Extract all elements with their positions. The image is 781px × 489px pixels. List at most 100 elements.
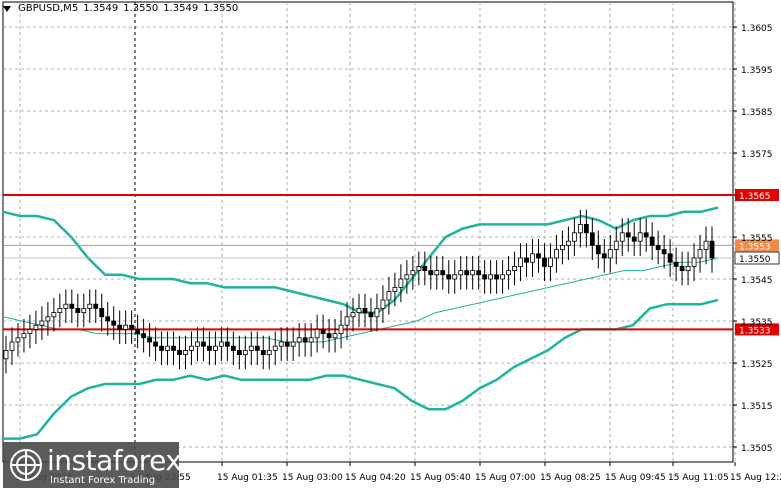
candle-body — [374, 307, 380, 318]
candle-body — [39, 320, 45, 326]
candle-body — [248, 345, 254, 351]
y-tick-label: 1.3605 — [741, 24, 773, 34]
candle-body — [45, 316, 51, 322]
candle-body — [637, 232, 643, 242]
candle-body — [57, 307, 63, 313]
candle-body — [260, 349, 266, 355]
candle-body — [368, 312, 374, 318]
x-tick-label: 15 Aug 07:00 — [475, 473, 536, 483]
candle-body — [631, 236, 637, 242]
candle-body — [87, 303, 93, 309]
plot-frame — [2, 1, 734, 463]
candle-body — [183, 349, 188, 355]
candle-body — [536, 253, 541, 259]
candle-body — [344, 316, 350, 326]
level-tag-support — [735, 323, 779, 336]
candle-body — [3, 349, 9, 360]
y-tick-label: 1.3525 — [741, 360, 773, 370]
candle-body — [159, 345, 164, 351]
candle-body — [625, 232, 631, 238]
x-tick-label: 15 Aug 01:35 — [217, 473, 278, 483]
candle-body — [356, 307, 362, 313]
x-tick-label: 15 Aug 08:25 — [540, 473, 601, 483]
dropdown-triangle-icon[interactable] — [3, 5, 11, 12]
candle-body — [524, 257, 529, 263]
candle-body — [278, 341, 284, 347]
candle-body — [33, 324, 39, 330]
candle-body — [518, 257, 523, 267]
level-label-bid: 1.3550 — [739, 255, 771, 265]
x-tick-label: 15 Aug 09:45 — [605, 473, 666, 483]
candle-body — [548, 257, 553, 267]
candle-body — [218, 341, 224, 347]
candle-body — [189, 345, 194, 351]
candle-body — [63, 303, 69, 309]
candle-body — [685, 265, 691, 271]
candle-body — [542, 257, 547, 267]
candle-body — [290, 341, 296, 347]
price-axis: 1.3565 1.3533 1.3553 1.3550 1.3605 1.3595 1.35… — [733, 24, 780, 454]
candle-body — [380, 299, 386, 309]
y-tick-label: 1.3545 — [741, 276, 773, 286]
candle-body — [171, 345, 176, 351]
candle-body — [500, 274, 505, 280]
candle-body — [577, 223, 583, 234]
candle-body — [123, 324, 129, 330]
candle-body — [476, 270, 482, 276]
level-label-current: 1.3553 — [739, 242, 771, 252]
candle-body — [566, 240, 571, 246]
x-tick-label: 15 Aug 11:05 — [668, 473, 729, 483]
candle-body — [165, 345, 170, 351]
candle-body — [446, 274, 452, 280]
candle-body — [595, 244, 601, 255]
level-tag-bid — [734, 251, 780, 265]
middle-band-line — [2, 257, 719, 343]
candle-body — [607, 249, 613, 259]
candle-body — [141, 333, 147, 339]
instaforex-logo: instaforex Instant Forex Trading — [3, 442, 182, 488]
candle-body — [350, 312, 356, 318]
candle-body — [314, 328, 320, 339]
candle-body — [386, 291, 392, 301]
candle-body — [69, 303, 75, 309]
candle-body — [458, 270, 464, 276]
candle-body — [201, 341, 206, 347]
candle-body — [589, 232, 595, 246]
y-tick-label: 1.3515 — [741, 402, 773, 412]
candle-body — [488, 274, 494, 280]
candle-body — [147, 337, 152, 343]
candle-body — [81, 307, 87, 313]
candle-body — [195, 341, 200, 347]
candle-body — [242, 349, 248, 355]
candle-body — [494, 274, 500, 280]
candle-body — [643, 232, 649, 238]
candle-body — [129, 324, 135, 330]
price-levels — [3, 194, 733, 331]
level-tag-resistance — [735, 189, 779, 201]
candle-body — [93, 303, 99, 309]
high-value: 1.3550 — [123, 3, 159, 14]
candle-body — [470, 270, 476, 276]
level-tag-current — [735, 239, 779, 252]
x-tick-label: 15 Aug 03:00 — [282, 473, 343, 483]
candle-body — [571, 232, 577, 242]
logo-tagline: Instant Forex Trading — [50, 475, 156, 486]
candle-body — [236, 349, 242, 355]
candle-body — [709, 240, 715, 259]
candle-body — [362, 307, 368, 313]
x-tick-label: 15 Aug 05:40 — [410, 473, 471, 483]
candle-body — [9, 341, 15, 351]
candle-body — [667, 253, 673, 263]
candle-body — [601, 253, 607, 259]
candle-body — [284, 341, 290, 347]
candle-body — [177, 349, 182, 355]
candle-body — [320, 328, 326, 334]
candle-body — [15, 337, 21, 343]
candle-body — [392, 286, 398, 292]
candle-body — [410, 270, 416, 276]
candle-body — [703, 240, 709, 250]
candles — [3, 209, 715, 374]
candle-body — [673, 261, 679, 267]
logo-brand: instaforex — [47, 444, 182, 477]
